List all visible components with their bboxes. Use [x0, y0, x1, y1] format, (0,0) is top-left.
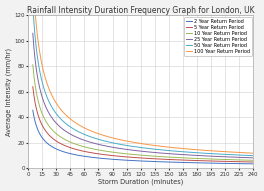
100 Year Return Period	[88, 129, 91, 131]
10 Year Return Period	[252, 159, 255, 161]
2 Year Return Period	[197, 162, 200, 164]
10 Year Return Period	[70, 142, 73, 144]
100 Year Return Period	[197, 149, 200, 151]
50 Year Return Period	[161, 149, 164, 151]
25 Year Return Period	[70, 134, 73, 136]
25 Year Return Period	[252, 157, 255, 159]
10 Year Return Period	[178, 157, 182, 159]
25 Year Return Period	[131, 149, 134, 151]
Line: 5 Year Return Period: 5 Year Return Period	[33, 87, 253, 162]
100 Year Return Period	[252, 152, 255, 154]
100 Year Return Period	[70, 119, 73, 121]
Line: 2 Year Return Period: 2 Year Return Period	[33, 110, 253, 164]
10 Year Return Period	[131, 153, 134, 155]
10 Year Return Period	[161, 156, 164, 158]
50 Year Return Period	[88, 135, 91, 138]
2 Year Return Period	[131, 159, 134, 162]
2 Year Return Period	[178, 161, 182, 163]
Line: 100 Year Return Period: 100 Year Return Period	[33, 0, 253, 153]
100 Year Return Period	[178, 147, 182, 149]
2 Year Return Period	[252, 163, 255, 165]
10 Year Return Period	[31, 64, 34, 66]
50 Year Return Period	[197, 152, 200, 154]
25 Year Return Period	[88, 141, 91, 143]
25 Year Return Period	[197, 154, 200, 157]
25 Year Return Period	[161, 152, 164, 154]
5 Year Return Period	[31, 86, 34, 88]
2 Year Return Period	[70, 153, 73, 155]
2 Year Return Period	[161, 161, 164, 163]
25 Year Return Period	[178, 153, 182, 156]
5 Year Return Period	[131, 156, 134, 159]
10 Year Return Period	[197, 157, 200, 160]
5 Year Return Period	[88, 151, 91, 154]
2 Year Return Period	[88, 156, 91, 158]
5 Year Return Period	[178, 159, 182, 161]
50 Year Return Period	[70, 127, 73, 129]
5 Year Return Period	[252, 161, 255, 163]
Line: 10 Year Return Period: 10 Year Return Period	[33, 65, 253, 160]
50 Year Return Period	[252, 155, 255, 157]
2 Year Return Period	[31, 109, 34, 111]
50 Year Return Period	[178, 150, 182, 153]
5 Year Return Period	[70, 147, 73, 149]
100 Year Return Period	[131, 141, 134, 143]
Line: 25 Year Return Period: 25 Year Return Period	[33, 33, 253, 158]
X-axis label: Storm Duration (minutes): Storm Duration (minutes)	[98, 179, 183, 185]
Y-axis label: Average Intensity (mm/hr): Average Intensity (mm/hr)	[6, 48, 12, 136]
25 Year Return Period	[31, 32, 34, 34]
Title: Rainfall Intensity Duration Frequency Graph for London, UK: Rainfall Intensity Duration Frequency Gr…	[27, 6, 254, 15]
50 Year Return Period	[131, 145, 134, 147]
100 Year Return Period	[161, 145, 164, 148]
Line: 50 Year Return Period: 50 Year Return Period	[33, 5, 253, 156]
5 Year Return Period	[161, 158, 164, 160]
Legend: 2 Year Return Period, 5 Year Return Period, 10 Year Return Period, 25 Year Retur: 2 Year Return Period, 5 Year Return Peri…	[185, 17, 252, 56]
5 Year Return Period	[197, 159, 200, 162]
10 Year Return Period	[88, 147, 91, 149]
50 Year Return Period	[31, 4, 34, 6]
